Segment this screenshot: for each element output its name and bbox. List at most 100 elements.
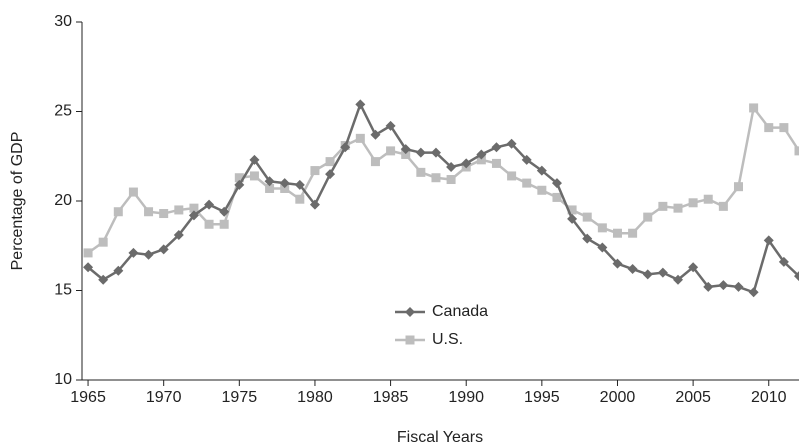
point bbox=[733, 281, 744, 292]
x-axis-label: Fiscal Years bbox=[397, 429, 483, 446]
point bbox=[309, 199, 320, 210]
point bbox=[385, 120, 396, 131]
point bbox=[264, 176, 275, 187]
point bbox=[113, 265, 124, 276]
point bbox=[249, 154, 260, 165]
x-tick-label: 1970 bbox=[146, 389, 182, 406]
point bbox=[537, 185, 547, 195]
point bbox=[446, 175, 456, 185]
point bbox=[143, 249, 154, 260]
point bbox=[386, 146, 396, 156]
point bbox=[612, 228, 622, 238]
point bbox=[778, 256, 789, 267]
y-tick-label: 25 bbox=[54, 103, 72, 120]
legend-marker bbox=[405, 307, 415, 317]
point bbox=[552, 192, 562, 202]
y-tick-label: 20 bbox=[54, 192, 72, 209]
point bbox=[779, 123, 789, 133]
point bbox=[733, 182, 743, 192]
legend-label: Canada bbox=[432, 303, 488, 320]
point bbox=[506, 138, 517, 149]
x-tick-label: 1980 bbox=[297, 389, 333, 406]
x-tick-label: 1975 bbox=[222, 389, 258, 406]
point bbox=[642, 269, 653, 280]
point bbox=[672, 274, 683, 285]
x-tick-label: 1995 bbox=[524, 389, 560, 406]
point bbox=[279, 178, 290, 189]
point bbox=[416, 167, 426, 177]
point bbox=[310, 166, 320, 176]
point bbox=[688, 262, 699, 273]
point bbox=[657, 267, 668, 278]
point bbox=[113, 207, 123, 217]
point bbox=[521, 154, 532, 165]
point bbox=[582, 212, 592, 222]
point bbox=[98, 237, 108, 247]
point bbox=[325, 169, 336, 180]
point bbox=[415, 147, 426, 158]
point bbox=[204, 219, 214, 229]
point bbox=[355, 133, 365, 143]
point bbox=[567, 213, 578, 224]
x-tick-label: 2005 bbox=[675, 389, 711, 406]
point bbox=[476, 155, 486, 165]
point bbox=[370, 157, 380, 167]
point bbox=[643, 212, 653, 222]
point bbox=[431, 173, 441, 183]
point bbox=[295, 194, 305, 204]
x-tick-label: 2010 bbox=[751, 389, 787, 406]
point bbox=[294, 179, 305, 190]
point bbox=[173, 230, 184, 241]
point bbox=[507, 171, 517, 181]
point bbox=[582, 233, 593, 244]
x-tick-label: 1990 bbox=[448, 389, 484, 406]
point bbox=[249, 171, 259, 181]
point bbox=[612, 258, 623, 269]
point bbox=[522, 178, 532, 188]
point bbox=[703, 281, 714, 292]
point bbox=[144, 207, 154, 217]
point bbox=[159, 209, 169, 219]
point bbox=[794, 271, 799, 282]
point bbox=[673, 203, 683, 213]
point bbox=[567, 205, 577, 215]
point bbox=[340, 142, 351, 153]
point bbox=[628, 228, 638, 238]
point bbox=[234, 179, 245, 190]
series-line bbox=[87, 104, 799, 254]
point bbox=[400, 144, 411, 155]
point bbox=[83, 248, 93, 258]
point bbox=[355, 99, 366, 110]
point bbox=[189, 203, 199, 213]
point bbox=[174, 205, 184, 215]
point bbox=[219, 206, 230, 217]
y-tick-label: 15 bbox=[54, 282, 72, 299]
point bbox=[128, 247, 139, 258]
point bbox=[703, 194, 713, 204]
x-tick-label: 1985 bbox=[373, 389, 409, 406]
point bbox=[718, 280, 729, 291]
point bbox=[476, 149, 487, 160]
point bbox=[597, 223, 607, 233]
point bbox=[128, 187, 138, 197]
point bbox=[688, 198, 698, 208]
point bbox=[748, 287, 759, 298]
point bbox=[764, 123, 774, 133]
point bbox=[265, 183, 275, 193]
point bbox=[280, 183, 290, 193]
point bbox=[551, 178, 562, 189]
y-axis-label: Percentage of GDP bbox=[9, 132, 26, 271]
point bbox=[370, 129, 381, 140]
point bbox=[446, 161, 457, 172]
point bbox=[188, 210, 199, 221]
point bbox=[158, 244, 169, 255]
point bbox=[763, 235, 774, 246]
point bbox=[658, 201, 668, 211]
point bbox=[98, 274, 109, 285]
legend-label: U.S. bbox=[432, 331, 463, 348]
point bbox=[219, 219, 229, 229]
point bbox=[491, 142, 502, 153]
point bbox=[234, 173, 244, 183]
point bbox=[401, 149, 411, 159]
